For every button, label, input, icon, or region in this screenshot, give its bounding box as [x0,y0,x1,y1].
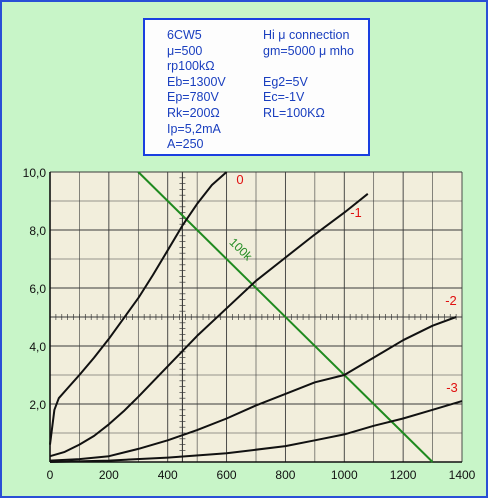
plate-curve-ec-2 [49,316,457,462]
curve-label-ec-0: 0 [236,172,243,187]
x-tick-label: 800 [275,468,295,482]
info-mu: μ=500 [167,43,203,58]
x-tick-label: 200 [99,468,119,482]
info-connection: Hi μ connection [263,28,350,42]
x-tick-label: 1200 [390,468,417,482]
plate-curves [49,171,463,463]
plate-curve-ec-1 [49,193,369,458]
y-tick-label: 8,0 [29,224,46,238]
info-eg2: Eg2=5V [263,74,308,89]
plate-curve-ec-3 [49,400,463,463]
axes [49,172,462,463]
y-tick-label: 10,0 [23,166,47,180]
tube-info-box: 6CW5 Hi μ connection μ=500 gm=5000 μ mho… [143,18,370,156]
info-eb: Eb=1300V [167,74,226,89]
x-tick-label: 400 [158,468,178,482]
y-tick-label: 6,0 [29,282,46,296]
curve-label-ec-1: -1 [350,205,362,220]
grid [49,171,463,463]
info-ip: Ip=5,2mA [167,121,221,136]
curve-labels: 0 -1 -2 -3 [236,172,457,395]
curve-label-ec-3: -3 [446,380,458,395]
load-line [137,171,434,463]
x-tick-labels: 0 200 400 600 800 1000 1200 1400 [47,468,476,482]
info-rl: RL=100KΩ [263,106,325,120]
x-tick-label: 1000 [331,468,358,482]
y-tick-label: 4,0 [29,340,46,354]
x-tick-label: 600 [217,468,237,482]
info-tube-type: 6CW5 [167,28,202,42]
y-tick-label: 2,0 [29,398,46,412]
info-ec: Ec=-1V [263,90,305,105]
info-a: A=250 [167,137,204,152]
info-rp: rp100kΩ [167,59,215,74]
plate-curve-ec-0 [49,171,228,445]
curve-label-ec-2: -2 [445,293,457,308]
info-gm: gm=5000 μ mho [263,43,354,58]
info-rk: Rk=200Ω [167,106,220,120]
info-ep: Ep=780V [167,90,219,105]
x-tick-label: 1400 [449,468,476,482]
y-tick-labels: 2,0 4,0 6,0 8,0 10,0 [23,166,47,412]
x-tick-label: 0 [47,468,54,482]
